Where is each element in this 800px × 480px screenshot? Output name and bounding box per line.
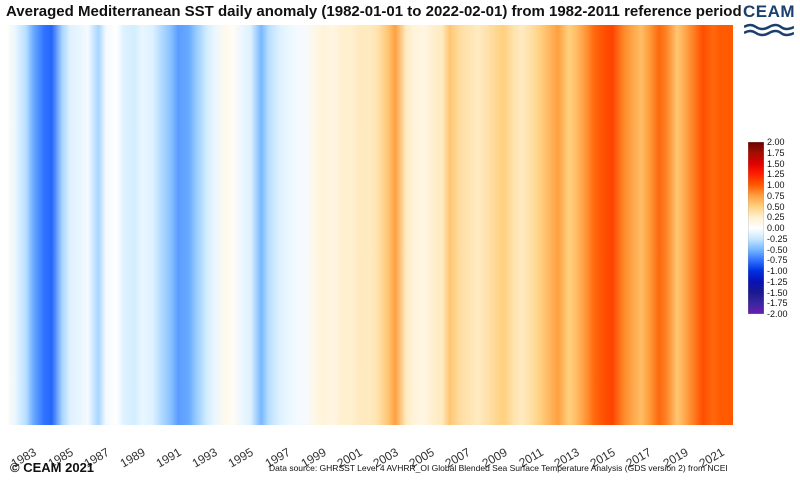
colorbar-tick-label: -2.00 xyxy=(767,309,788,319)
colorbar-tick-label: 0.75 xyxy=(767,190,785,201)
ceam-logo: CEAM xyxy=(742,2,796,42)
colorbar-tick-label: -1.00 xyxy=(767,266,788,276)
colorbar-tick-label: -0.25 xyxy=(767,233,788,244)
colorbar-scale xyxy=(748,142,764,314)
copyright-text: CEAM 2021 xyxy=(23,460,95,475)
data-source: Data source: GHRSST Level 4 AVHRR_OI Glo… xyxy=(269,463,728,473)
colorbar-tick-label: 1.50 xyxy=(767,158,785,169)
colorbar-tick-label: 0.50 xyxy=(767,201,785,212)
colorbar-tick-label: 1.00 xyxy=(767,180,785,190)
colorbar-fill xyxy=(748,142,764,314)
waves-icon xyxy=(744,23,794,37)
colorbar-tick-label: -1.50 xyxy=(767,287,788,298)
anomaly-stripes xyxy=(8,25,733,425)
chart-title: Averaged Mediterranean SST daily anomaly… xyxy=(6,3,742,20)
colorbar: 2.00 1.75 1.50 1.25 1.00 0.75 0.50 0.25 0.00 -0.2… xyxy=(748,137,788,319)
x-axis: 1983 1985 1987 1989 1991 1993 1995 1997 1999 2001… xyxy=(0,425,800,470)
colorbar-tick-label: -1.75 xyxy=(767,298,788,309)
stripes-fill xyxy=(8,25,733,425)
colorbar-tick-label: -0.50 xyxy=(767,244,788,255)
logo-text: CEAM xyxy=(742,2,796,21)
x-tick-label: 1995 xyxy=(225,445,257,471)
colorbar-tick-label: 0.25 xyxy=(767,212,785,223)
colorbar-tick-label: 0.00 xyxy=(767,223,785,233)
colorbar-tick-label: 2.00 xyxy=(767,137,785,147)
colorbar-tick-label: -1.25 xyxy=(767,276,788,287)
colorbar-tick-label: -0.75 xyxy=(767,255,788,266)
colorbar-tick-label: 1.75 xyxy=(767,147,785,158)
colorbar-tick-label: 1.25 xyxy=(767,169,785,180)
x-tick-label: 1989 xyxy=(117,445,148,471)
copyright: © CEAM 2021 xyxy=(10,460,94,475)
x-tick-label: 1991 xyxy=(153,445,184,471)
x-tick-label: 1993 xyxy=(189,445,220,471)
copyright-icon: © xyxy=(10,460,20,475)
